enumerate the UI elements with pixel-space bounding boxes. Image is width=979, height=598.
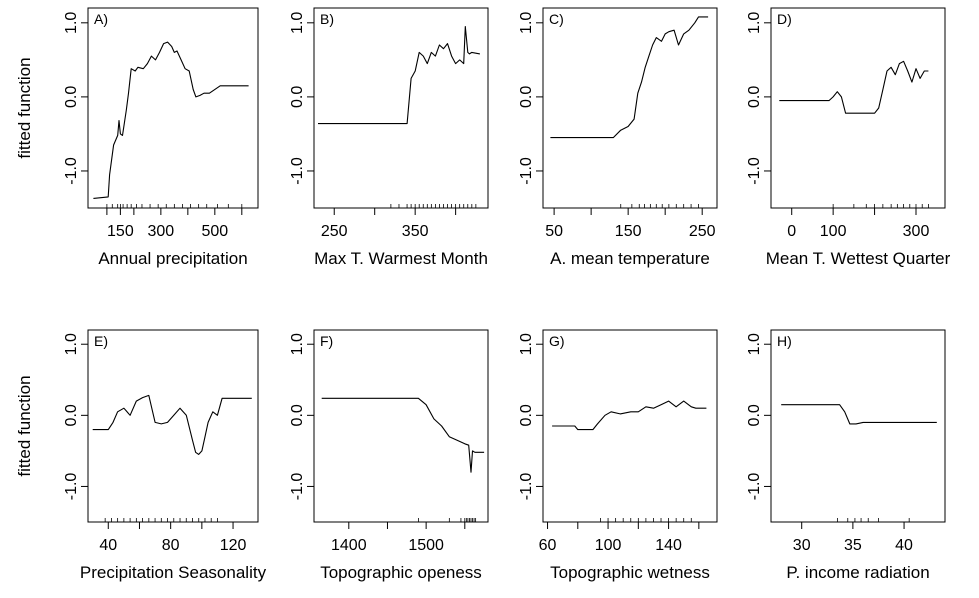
y-tick-label: -1.0 xyxy=(63,157,80,185)
fitted-line xyxy=(552,400,707,431)
chart-panel-h: H) -1.0 0.0 1.0 30 35 40 P. income radiation xyxy=(746,329,946,582)
y-axis-title: fitted function xyxy=(15,375,34,476)
plot-frame xyxy=(542,329,718,523)
x-tick-label: 0 xyxy=(787,223,796,240)
y-tick-label: 0.0 xyxy=(746,404,763,426)
chart-panel-e: E) -1.0 0.0 1.0 40 80 120 Precipitation Seasona… xyxy=(15,329,267,582)
x-tick-label: 140 xyxy=(655,537,682,554)
panel-label: B) xyxy=(320,11,334,27)
x-tick-label: 250 xyxy=(321,223,348,240)
y-tick-label: -1.0 xyxy=(518,157,535,185)
panel-label: F) xyxy=(320,333,333,349)
y-tick-label: 0.0 xyxy=(518,86,535,108)
y-tick-label: 1.0 xyxy=(289,333,306,355)
fitted-line xyxy=(92,394,252,455)
x-tick-label: 250 xyxy=(689,223,716,240)
x-tick-label: 350 xyxy=(402,223,429,240)
chart-panel-d: D) -1.0 0.0 1.0 0 100 300 Mean T. Wettest Quart… xyxy=(746,7,951,268)
fitted-line xyxy=(321,397,485,473)
x-tick-label: 1400 xyxy=(331,537,367,554)
x-tick-label: 300 xyxy=(903,223,930,240)
y-tick-label: 1.0 xyxy=(63,333,80,355)
x-axis-title: Precipitation Seasonality xyxy=(80,563,267,582)
x-tick-label: 100 xyxy=(820,223,847,240)
y-tick-label: 0.0 xyxy=(746,86,763,108)
x-tick-label: 150 xyxy=(107,223,134,240)
x-tick-label: 120 xyxy=(220,537,247,554)
y-tick-label: -1.0 xyxy=(746,473,763,501)
x-tick-label: 60 xyxy=(539,537,557,554)
panel-label: A) xyxy=(94,11,108,27)
x-axis-title: A. mean temperature xyxy=(550,249,710,268)
plot-frame xyxy=(313,329,489,523)
fitted-line xyxy=(93,41,249,199)
x-axis-title: P. income radiation xyxy=(786,563,929,582)
y-tick-label: 0.0 xyxy=(289,86,306,108)
panel-label: D) xyxy=(777,11,792,27)
panel-label: E) xyxy=(94,333,108,349)
x-tick-label: 1500 xyxy=(408,537,444,554)
plot-frame xyxy=(542,7,718,209)
y-tick-label: 0.0 xyxy=(289,404,306,426)
y-tick-label: 1.0 xyxy=(746,333,763,355)
y-tick-label: -1.0 xyxy=(63,473,80,501)
x-tick-label: 50 xyxy=(545,223,563,240)
y-tick-label: 0.0 xyxy=(518,404,535,426)
panel-label: G) xyxy=(549,333,565,349)
x-tick-label: 300 xyxy=(148,223,175,240)
plot-frame xyxy=(313,7,489,209)
chart-panel-b: B) -1.0 0.0 1.0 250 350 Max T. Warmest Month xyxy=(289,7,489,268)
x-tick-label: 80 xyxy=(162,537,180,554)
y-tick-label: 1.0 xyxy=(63,12,80,34)
chart-panel-c: C) -1.0 0.0 1.0 50 150 250 A. mean temperature xyxy=(518,7,718,268)
fitted-line xyxy=(550,16,709,139)
x-axis-title: Topographic wetness xyxy=(550,563,710,582)
x-tick-label: 100 xyxy=(595,537,622,554)
y-tick-label: -1.0 xyxy=(289,473,306,501)
y-axis-title: fitted function xyxy=(15,57,34,158)
y-tick-label: 1.0 xyxy=(746,12,763,34)
x-tick-label: 40 xyxy=(99,537,117,554)
plot-frame xyxy=(770,7,946,209)
x-axis-title: Annual precipitation xyxy=(98,249,247,268)
y-tick-label: -1.0 xyxy=(746,157,763,185)
plot-frame xyxy=(87,7,259,209)
fitted-line xyxy=(781,404,937,425)
x-axis-title: Mean T. Wettest Quarter xyxy=(766,249,951,268)
plot-frame xyxy=(770,329,946,523)
fitted-line xyxy=(318,25,481,125)
x-tick-label: 35 xyxy=(844,537,862,554)
chart-panel-a: A) -1.0 0.0 1.0 150 300 500 Annual precipitatio… xyxy=(15,7,259,268)
plot-frame xyxy=(87,329,259,523)
panel-label: H) xyxy=(777,333,792,349)
x-axis-title: Max T. Warmest Month xyxy=(314,249,488,268)
x-tick-label: 150 xyxy=(615,223,642,240)
fitted-line xyxy=(779,60,929,114)
x-tick-label: 500 xyxy=(201,223,228,240)
chart-panel-f: F) -1.0 0.0 1.0 1400 1500 Topographic openess xyxy=(289,329,489,582)
y-tick-label: 1.0 xyxy=(289,12,306,34)
x-axis-title: Topographic openess xyxy=(320,563,482,582)
y-tick-label: 1.0 xyxy=(518,333,535,355)
y-tick-label: 0.0 xyxy=(63,404,80,426)
x-tick-label: 40 xyxy=(895,537,913,554)
y-tick-label: 0.0 xyxy=(63,86,80,108)
y-tick-label: -1.0 xyxy=(289,157,306,185)
x-tick-label: 30 xyxy=(793,537,811,554)
y-tick-label: 1.0 xyxy=(518,12,535,34)
panel-label: C) xyxy=(549,11,564,27)
chart-panel-g: G) -1.0 0.0 1.0 60 100 140 Topographic wetness xyxy=(518,329,718,582)
y-tick-label: -1.0 xyxy=(518,473,535,501)
